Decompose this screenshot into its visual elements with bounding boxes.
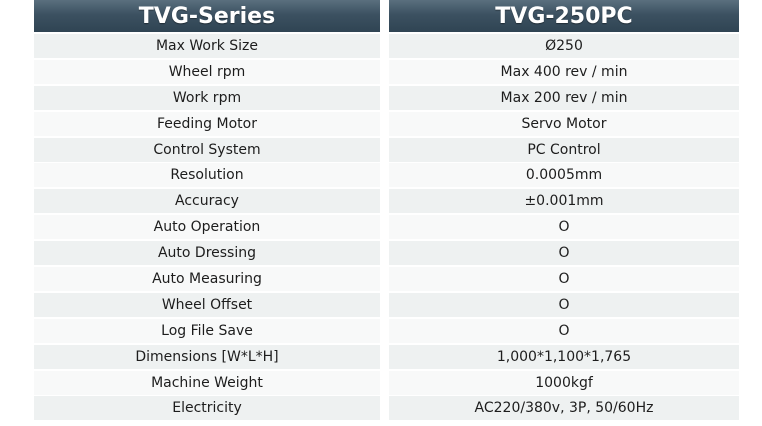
spec-value: Servo Motor xyxy=(389,111,739,136)
spec-label: Wheel rpm xyxy=(34,59,380,84)
table-row: Wheel Offset O xyxy=(34,292,739,317)
spec-value: ±0.001mm xyxy=(389,189,739,214)
table-row: Auto Operation O xyxy=(34,215,739,240)
spec-label: Work rpm xyxy=(34,85,380,110)
table-row: Auto Measuring O xyxy=(34,267,739,292)
table-row: Control System PC Control xyxy=(34,137,739,162)
spec-rows: Max Work Size Ø250 Wheel rpm Max 400 rev / … xyxy=(34,34,739,422)
spec-label: Dimensions [W*L*H] xyxy=(34,344,380,369)
table-row: Feeding Motor Servo Motor xyxy=(34,111,739,136)
model-header: TVG-250PC xyxy=(389,0,739,32)
spec-label: Control System xyxy=(34,137,380,162)
table-row: Max Work Size Ø250 xyxy=(34,34,739,58)
spec-value: AC220/380v, 3P, 50/60Hz xyxy=(389,396,739,421)
table-row: Work rpm Max 200 rev / min xyxy=(34,85,739,110)
spec-label: Auto Operation xyxy=(34,215,380,240)
spec-value: Max 200 rev / min xyxy=(389,85,739,110)
spec-value: 1000kgf xyxy=(389,370,739,395)
spec-label: Wheel Offset xyxy=(34,292,380,317)
spec-label: Electricity xyxy=(34,396,380,421)
table-row: Electricity AC220/380v, 3P, 50/60Hz xyxy=(34,396,739,421)
spec-label: Feeding Motor xyxy=(34,111,380,136)
spec-value: O xyxy=(389,318,739,343)
table-row: Accuracy ±0.001mm xyxy=(34,189,739,214)
spec-label: Resolution xyxy=(34,163,380,188)
table-row: Auto Dressing O xyxy=(34,241,739,266)
spec-value: Max 400 rev / min xyxy=(389,59,739,84)
spec-value: O xyxy=(389,215,739,240)
table-header: TVG-Series TVG-250PC xyxy=(34,0,739,32)
spec-table: TVG-Series TVG-250PC Max Work Size Ø250 Wh… xyxy=(34,0,739,422)
table-row: Log File Save O xyxy=(34,318,739,343)
spec-value: PC Control xyxy=(389,137,739,162)
table-row: Resolution 0.0005mm xyxy=(34,163,739,188)
table-row: Machine Weight 1000kgf xyxy=(34,370,739,395)
spec-value: O xyxy=(389,292,739,317)
spec-value: O xyxy=(389,241,739,266)
spec-value: 1,000*1,100*1,765 xyxy=(389,344,739,369)
table-row: Wheel rpm Max 400 rev / min xyxy=(34,59,739,84)
spec-label: Machine Weight xyxy=(34,370,380,395)
spec-label: Accuracy xyxy=(34,189,380,214)
spec-label: Log File Save xyxy=(34,318,380,343)
spec-value: O xyxy=(389,267,739,292)
series-header: TVG-Series xyxy=(34,0,380,32)
spec-label: Auto Dressing xyxy=(34,241,380,266)
spec-label: Max Work Size xyxy=(34,34,380,58)
table-row: Dimensions [W*L*H] 1,000*1,100*1,765 xyxy=(34,344,739,369)
spec-label: Auto Measuring xyxy=(34,267,380,292)
spec-value: Ø250 xyxy=(389,34,739,58)
spec-value: 0.0005mm xyxy=(389,163,739,188)
